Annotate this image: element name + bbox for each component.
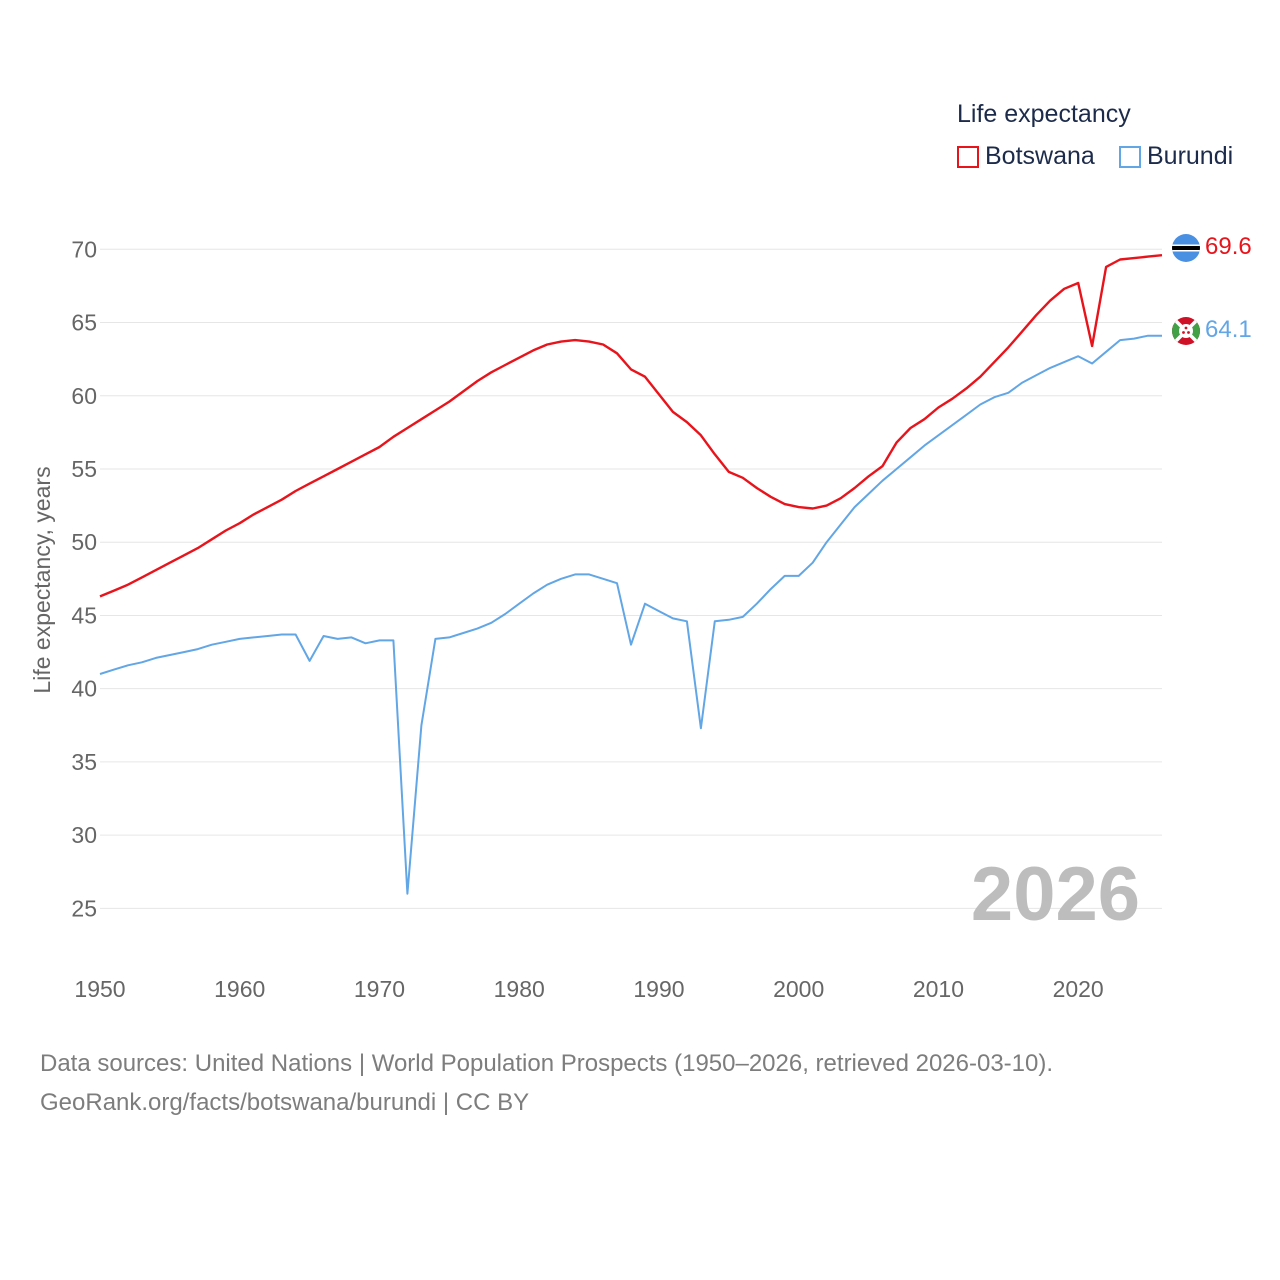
series-line-burundi [99,334,1162,895]
burundi-flag-icon [1172,317,1200,345]
end-value-label-botswana: 69.6 [1205,233,1252,260]
x-tick-label: 1970 [354,976,405,1002]
y-tick-label: 40 [71,676,97,702]
legend-label-burundi: Burundi [1147,142,1234,170]
y-tick-label: 35 [71,749,97,775]
legend-swatch-burundi [1119,145,1141,168]
x-tick-label: 2010 [913,976,964,1002]
y-tick-label: 50 [71,529,97,555]
y-axis-ticks: 25 30 35 40 45 50 55 60 65 70 [71,236,97,921]
gridlines [100,248,1162,909]
y-tick-label: 25 [71,895,97,921]
end-value-label-burundi: 64.1 [1205,316,1252,343]
x-tick-label: 2000 [773,976,824,1002]
y-tick-label: 55 [71,456,97,482]
y-tick-label: 30 [71,822,97,848]
x-tick-label: 1990 [633,976,684,1002]
series-line-botswana [99,254,1163,598]
x-axis-ticks: 1950 1960 1970 1980 1990 2000 2010 2020 [74,976,1103,1002]
footer: Data sources: United Nations | World Pop… [40,1044,1053,1122]
y-tick-label: 60 [71,383,97,409]
y-axis-label: Life expectancy, years [29,466,55,693]
credit-link[interactable]: GeoRank.org/facts/botswana/burundi | CC … [40,1089,530,1116]
legend-item-botswana[interactable]: Botswana [957,142,1095,171]
legend-label-botswana: Botswana [985,142,1095,170]
y-tick-label: 45 [71,602,97,628]
data-sources-text: Data sources: United Nations | World Pop… [40,1050,1054,1077]
x-tick-label: 2020 [1053,976,1104,1002]
y-tick-label: 65 [71,310,97,336]
x-tick-label: 1980 [494,976,545,1002]
y-tick-label: 70 [71,236,97,262]
botswana-flag-icon [1172,234,1200,262]
legend-item-burundi[interactable]: Burundi [1119,142,1233,171]
x-tick-label: 1950 [74,976,125,1002]
year-watermark: 2026 [971,852,1140,937]
x-tick-label: 1960 [214,976,265,1002]
legend-title: Life expectancy [957,100,1131,128]
legend-swatch-botswana [957,145,979,168]
